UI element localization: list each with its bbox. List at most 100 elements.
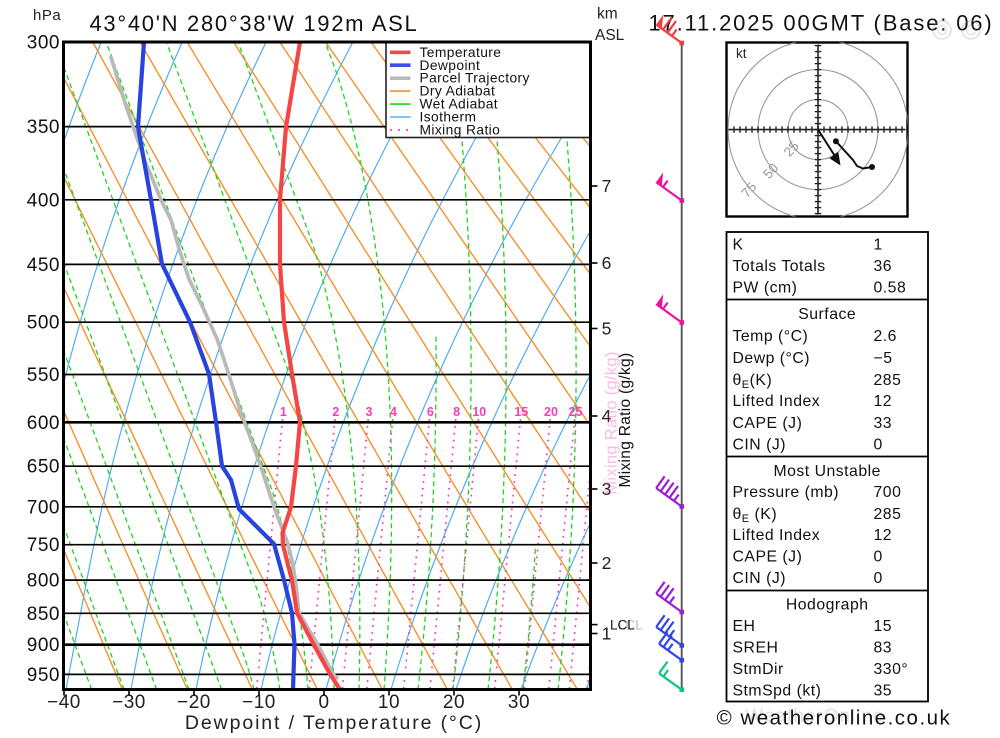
svg-text:43°40'N 280°38'W 192m ASL: 43°40'N 280°38'W 192m ASL [89, 11, 418, 36]
svg-text:θE(K): θE(K) [733, 372, 773, 391]
svg-text:Most Unstable: Most Unstable [773, 463, 880, 480]
svg-text:600: 600 [27, 413, 60, 434]
svg-text:2.6: 2.6 [874, 328, 897, 345]
svg-text:285: 285 [874, 506, 902, 523]
svg-text:WeatherOnline: WeatherOnline [745, 706, 884, 727]
svg-text:CIN (J): CIN (J) [733, 570, 787, 587]
svg-text:Dry Adiabat: Dry Adiabat [420, 84, 496, 99]
svg-text:6: 6 [427, 405, 434, 419]
svg-text:750: 750 [27, 535, 60, 556]
svg-text:kt: kt [736, 46, 747, 61]
svg-text:hPa: hPa [33, 7, 61, 24]
svg-text:Hodograph: Hodograph [786, 597, 869, 614]
svg-text:1: 1 [874, 237, 883, 254]
svg-text:Dewpoint: Dewpoint [420, 58, 481, 73]
svg-text:10: 10 [378, 692, 400, 713]
svg-text:10: 10 [472, 405, 486, 419]
svg-text:Mixing Ratio: Mixing Ratio [420, 123, 501, 138]
svg-text:CAPE (J): CAPE (J) [733, 549, 803, 566]
svg-text:θE (K): θE (K) [733, 506, 778, 525]
svg-text:36: 36 [874, 258, 893, 275]
svg-text:3: 3 [366, 405, 373, 419]
svg-text:33: 33 [874, 415, 893, 432]
svg-text:83: 83 [874, 640, 893, 657]
svg-text:50: 50 [760, 160, 781, 181]
svg-text:3: 3 [602, 479, 612, 499]
svg-text:4: 4 [602, 406, 612, 426]
svg-text:Lifted Index: Lifted Index [733, 393, 821, 410]
svg-text:ASL: ASL [595, 27, 625, 44]
svg-text:900: 900 [27, 635, 60, 656]
svg-text:35: 35 [874, 683, 893, 700]
svg-text:0: 0 [874, 570, 883, 587]
svg-text:CAPE (J): CAPE (J) [733, 415, 803, 432]
svg-text:Temp (°C): Temp (°C) [733, 328, 809, 345]
svg-text:CIN (J): CIN (J) [733, 437, 787, 454]
svg-text:12: 12 [874, 527, 893, 544]
svg-text:650: 650 [27, 457, 60, 478]
svg-text:Pressure (mb): Pressure (mb) [733, 484, 840, 501]
svg-text:LCL: LCL [618, 618, 643, 633]
svg-text:6: 6 [602, 253, 612, 273]
svg-text:Temperature: Temperature [420, 45, 502, 60]
svg-text:0: 0 [318, 692, 329, 713]
svg-text:500: 500 [27, 313, 60, 334]
svg-text:0.58: 0.58 [874, 280, 907, 297]
svg-text:75: 75 [738, 179, 759, 200]
svg-text:285: 285 [874, 372, 902, 389]
svg-text:1: 1 [280, 405, 287, 419]
svg-text:20: 20 [443, 692, 465, 713]
svg-text:Totals Totals: Totals Totals [733, 258, 826, 275]
svg-text:−40: −40 [47, 692, 81, 713]
svg-text:Isotherm: Isotherm [420, 110, 477, 125]
svg-text:25: 25 [781, 138, 802, 159]
svg-text:17.11.2025 00GMT (Base: 06): 17.11.2025 00GMT (Base: 06) [648, 11, 993, 36]
svg-text:K: K [733, 237, 744, 254]
svg-text:Wet Adiabat: Wet Adiabat [420, 97, 499, 112]
svg-text:15: 15 [874, 618, 893, 635]
svg-text:30: 30 [508, 692, 530, 713]
svg-text:8: 8 [453, 405, 460, 419]
svg-text:0: 0 [874, 437, 883, 454]
svg-text:350: 350 [27, 117, 60, 138]
svg-text:400: 400 [27, 190, 60, 211]
svg-text:LCL: LCL [610, 618, 635, 633]
svg-text:StmSpd (kt): StmSpd (kt) [733, 683, 822, 700]
svg-text:−20: −20 [177, 692, 211, 713]
svg-text:EH: EH [733, 618, 756, 635]
svg-text:700: 700 [27, 497, 60, 518]
svg-text:km: km [597, 6, 618, 23]
svg-text:12: 12 [874, 393, 893, 410]
svg-text:850: 850 [27, 604, 60, 625]
svg-text:PW (cm): PW (cm) [733, 280, 798, 297]
svg-text:300: 300 [27, 33, 60, 54]
svg-text:Surface: Surface [798, 306, 856, 323]
svg-text:Lifted Index: Lifted Index [733, 527, 821, 544]
svg-text:2: 2 [602, 553, 612, 573]
svg-text:Dewp (°C): Dewp (°C) [733, 350, 811, 367]
svg-text:−30: −30 [112, 692, 146, 713]
svg-text:SREH: SREH [733, 640, 779, 657]
svg-text:450: 450 [27, 255, 60, 276]
svg-text:950: 950 [27, 665, 60, 686]
svg-text:−10: −10 [242, 692, 276, 713]
svg-text:StmDir: StmDir [733, 661, 784, 678]
svg-text:20: 20 [544, 405, 558, 419]
svg-text:5: 5 [602, 319, 612, 339]
svg-text:800: 800 [27, 571, 60, 592]
svg-text:Mixing Ratio (g/kg): Mixing Ratio (g/kg) [603, 351, 621, 494]
svg-text:25: 25 [569, 405, 583, 419]
svg-text:700: 700 [874, 484, 902, 501]
svg-text:0: 0 [874, 549, 883, 566]
svg-text:© weatheronline.co.uk: © weatheronline.co.uk [717, 707, 952, 730]
svg-text:Parcel Trajectory: Parcel Trajectory [420, 71, 530, 86]
svg-text:330°: 330° [874, 661, 909, 678]
svg-text:−5: −5 [874, 350, 893, 367]
svg-text:1: 1 [602, 624, 612, 644]
svg-text:Mixing Ratio (g/kg): Mixing Ratio (g/kg) [617, 353, 634, 488]
svg-text:Dewpoint / Temperature (°C): Dewpoint / Temperature (°C) [185, 712, 483, 733]
svg-text:4: 4 [390, 405, 397, 419]
svg-text:550: 550 [27, 365, 60, 386]
svg-text:7: 7 [602, 176, 612, 196]
svg-text:15: 15 [514, 405, 528, 419]
